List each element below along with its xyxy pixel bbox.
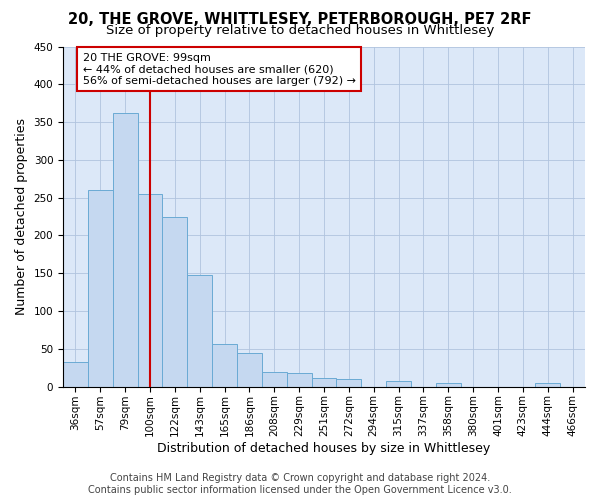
Bar: [187, 275, 212, 386]
Bar: [137, 194, 163, 386]
Bar: [535, 383, 560, 386]
Text: Contains HM Land Registry data © Crown copyright and database right 2024.
Contai: Contains HM Land Registry data © Crown c…: [88, 474, 512, 495]
Bar: [287, 373, 311, 386]
Text: Size of property relative to detached houses in Whittlesey: Size of property relative to detached ho…: [106, 24, 494, 37]
Bar: [163, 216, 187, 386]
Bar: [237, 352, 262, 386]
Bar: [337, 379, 361, 386]
X-axis label: Distribution of detached houses by size in Whittlesey: Distribution of detached houses by size …: [157, 442, 491, 455]
Bar: [311, 378, 337, 386]
Bar: [88, 190, 113, 386]
Bar: [262, 372, 287, 386]
Bar: [436, 383, 461, 386]
Bar: [113, 113, 137, 386]
Bar: [386, 382, 411, 386]
Text: 20 THE GROVE: 99sqm
← 44% of detached houses are smaller (620)
56% of semi-detac: 20 THE GROVE: 99sqm ← 44% of detached ho…: [83, 52, 356, 86]
Bar: [212, 344, 237, 386]
Bar: [63, 362, 88, 386]
Text: 20, THE GROVE, WHITTLESEY, PETERBOROUGH, PE7 2RF: 20, THE GROVE, WHITTLESEY, PETERBOROUGH,…: [68, 12, 532, 28]
Y-axis label: Number of detached properties: Number of detached properties: [15, 118, 28, 315]
